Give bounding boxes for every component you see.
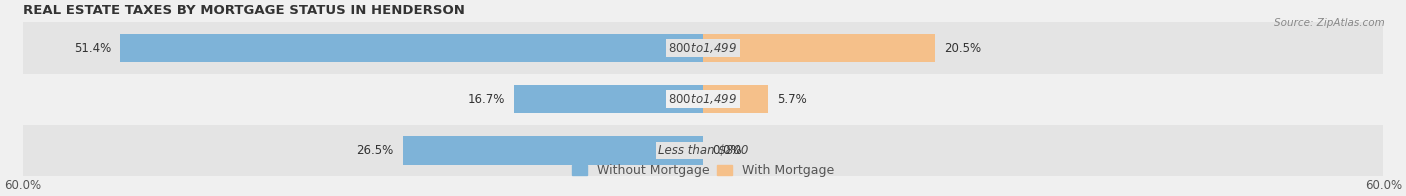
Bar [22, 125, 1384, 176]
Text: 5.7%: 5.7% [776, 93, 807, 106]
Text: 16.7%: 16.7% [467, 93, 505, 106]
Text: $800 to $1,499: $800 to $1,499 [668, 92, 738, 106]
Text: REAL ESTATE TAXES BY MORTGAGE STATUS IN HENDERSON: REAL ESTATE TAXES BY MORTGAGE STATUS IN … [22, 4, 464, 17]
Bar [22, 74, 1384, 125]
Text: Less than $800: Less than $800 [658, 144, 748, 157]
Bar [121, 34, 703, 62]
Bar [513, 85, 703, 113]
Bar [703, 85, 768, 113]
Bar [22, 23, 1384, 74]
Text: $800 to $1,499: $800 to $1,499 [668, 41, 738, 55]
Text: 0.0%: 0.0% [711, 144, 742, 157]
Text: 26.5%: 26.5% [356, 144, 394, 157]
Text: Source: ZipAtlas.com: Source: ZipAtlas.com [1274, 18, 1385, 28]
Text: 20.5%: 20.5% [945, 42, 981, 55]
Bar [703, 34, 935, 62]
Text: 51.4%: 51.4% [75, 42, 111, 55]
Bar [402, 136, 703, 164]
Legend: Without Mortgage, With Mortgage: Without Mortgage, With Mortgage [567, 159, 839, 182]
